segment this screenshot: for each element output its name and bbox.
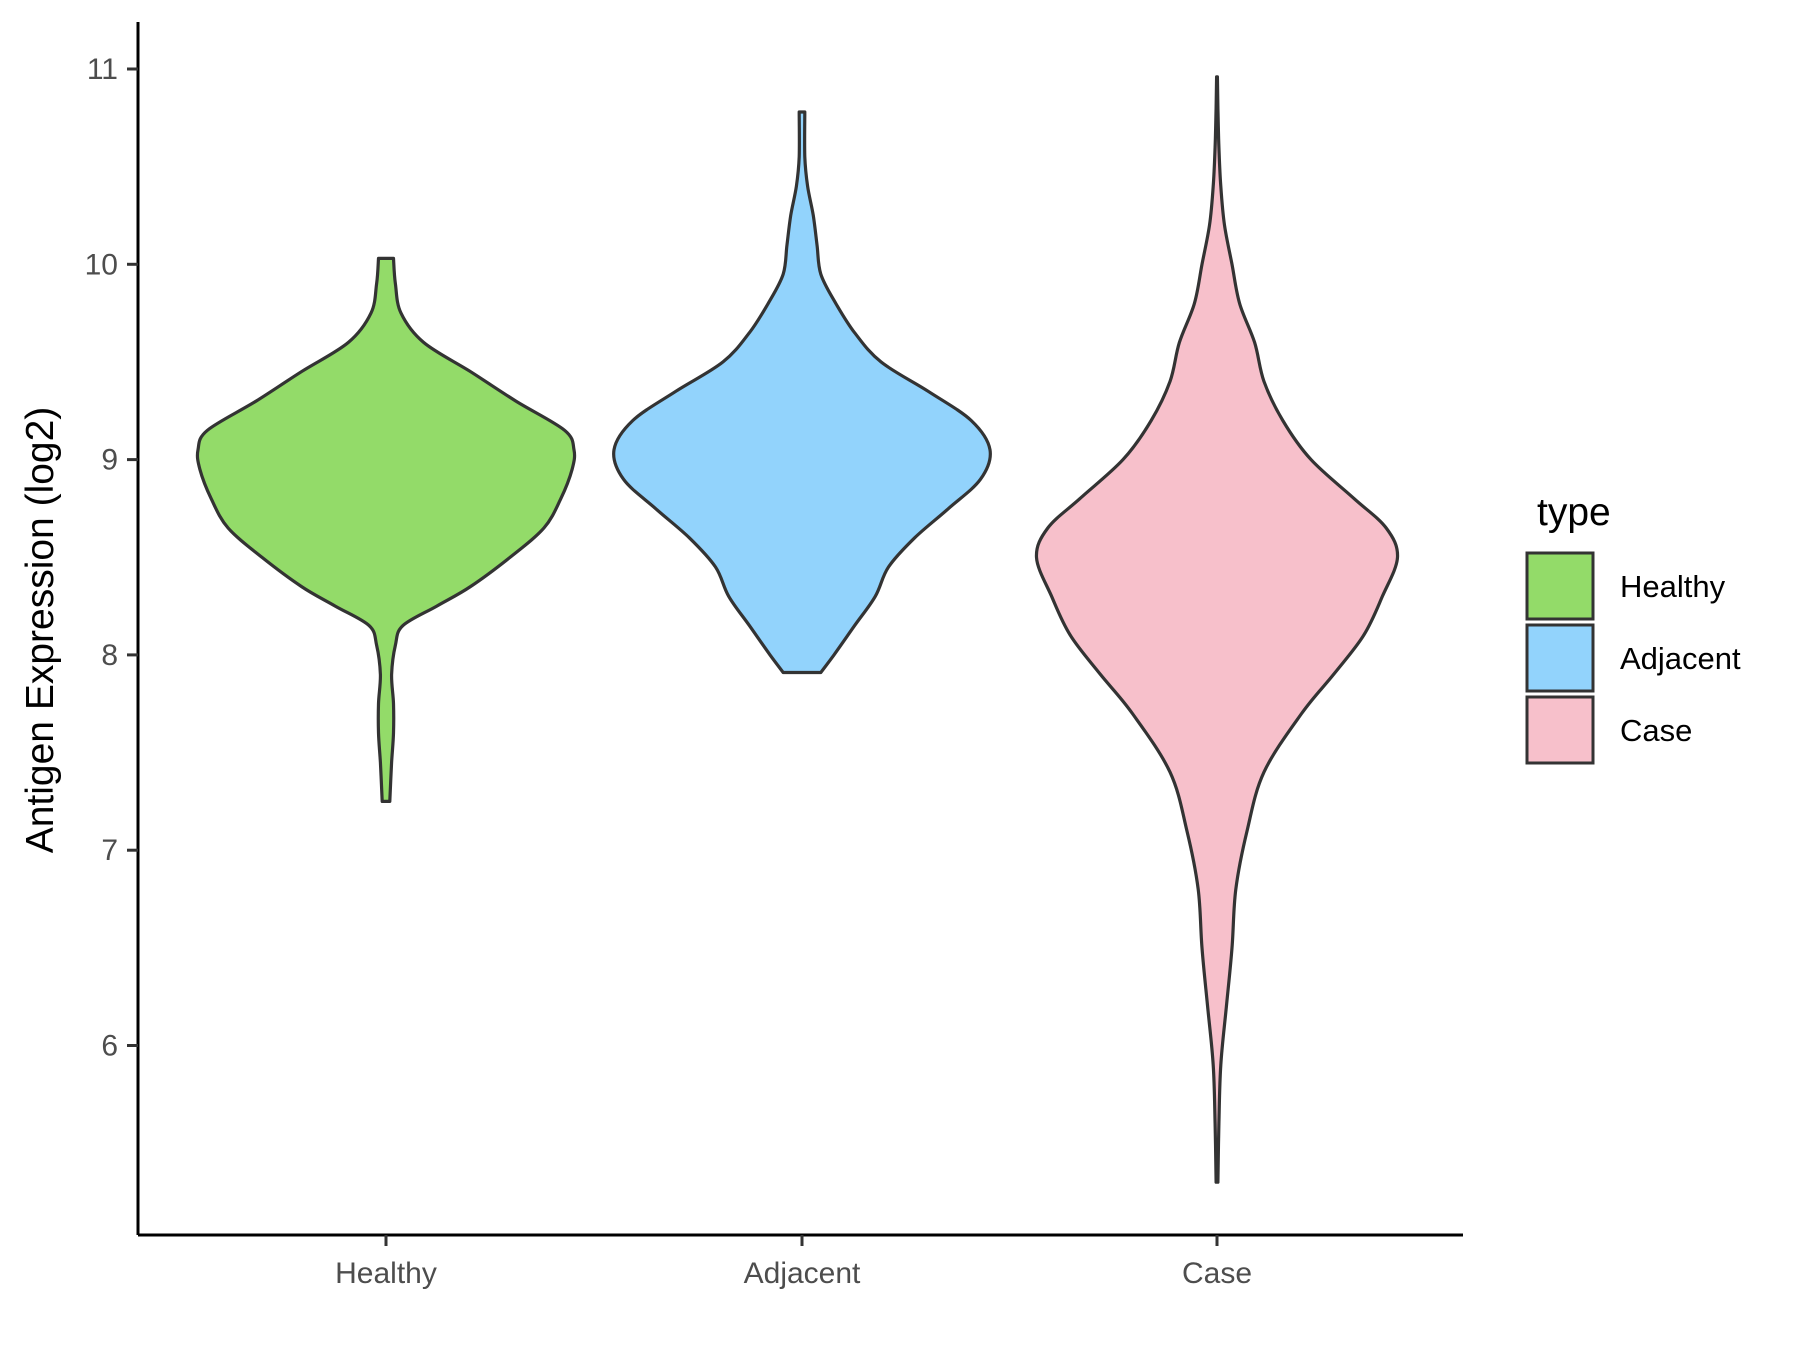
x-tick-label: Case	[1182, 1257, 1252, 1290]
y-tick-label: 10	[85, 248, 118, 281]
legend-key-healthy	[1525, 551, 1595, 621]
legend-key-case	[1525, 695, 1595, 765]
y-axis-ticks: 6 7 8 9 10 11	[85, 53, 138, 1063]
y-tick-label: 7	[101, 834, 118, 867]
legend-title: type	[1537, 491, 1611, 534]
legend: type Healthy Adjacent Case	[1525, 491, 1741, 765]
y-tick-label: 11	[87, 53, 118, 86]
x-tick-label: Adjacent	[744, 1257, 861, 1290]
violin-case	[1034, 75, 1400, 1184]
y-axis-title: Antigen Expression (log2)	[19, 407, 62, 854]
violin-layer	[195, 75, 1400, 1184]
violin-adjacent	[612, 110, 992, 675]
legend-label: Adjacent	[1620, 641, 1741, 676]
y-tick-label: 9	[101, 444, 118, 477]
y-tick-label: 6	[101, 1030, 118, 1063]
x-axis-ticks: Healthy Adjacent Case	[335, 1235, 1252, 1290]
violin-healthy	[195, 256, 577, 803]
legend-label: Healthy	[1620, 569, 1726, 604]
x-tick-label: Healthy	[335, 1257, 437, 1290]
y-tick-label: 8	[101, 639, 118, 672]
legend-label: Case	[1620, 713, 1692, 748]
legend-key-adjacent	[1525, 623, 1595, 693]
legend-items: Healthy Adjacent Case	[1525, 551, 1741, 765]
